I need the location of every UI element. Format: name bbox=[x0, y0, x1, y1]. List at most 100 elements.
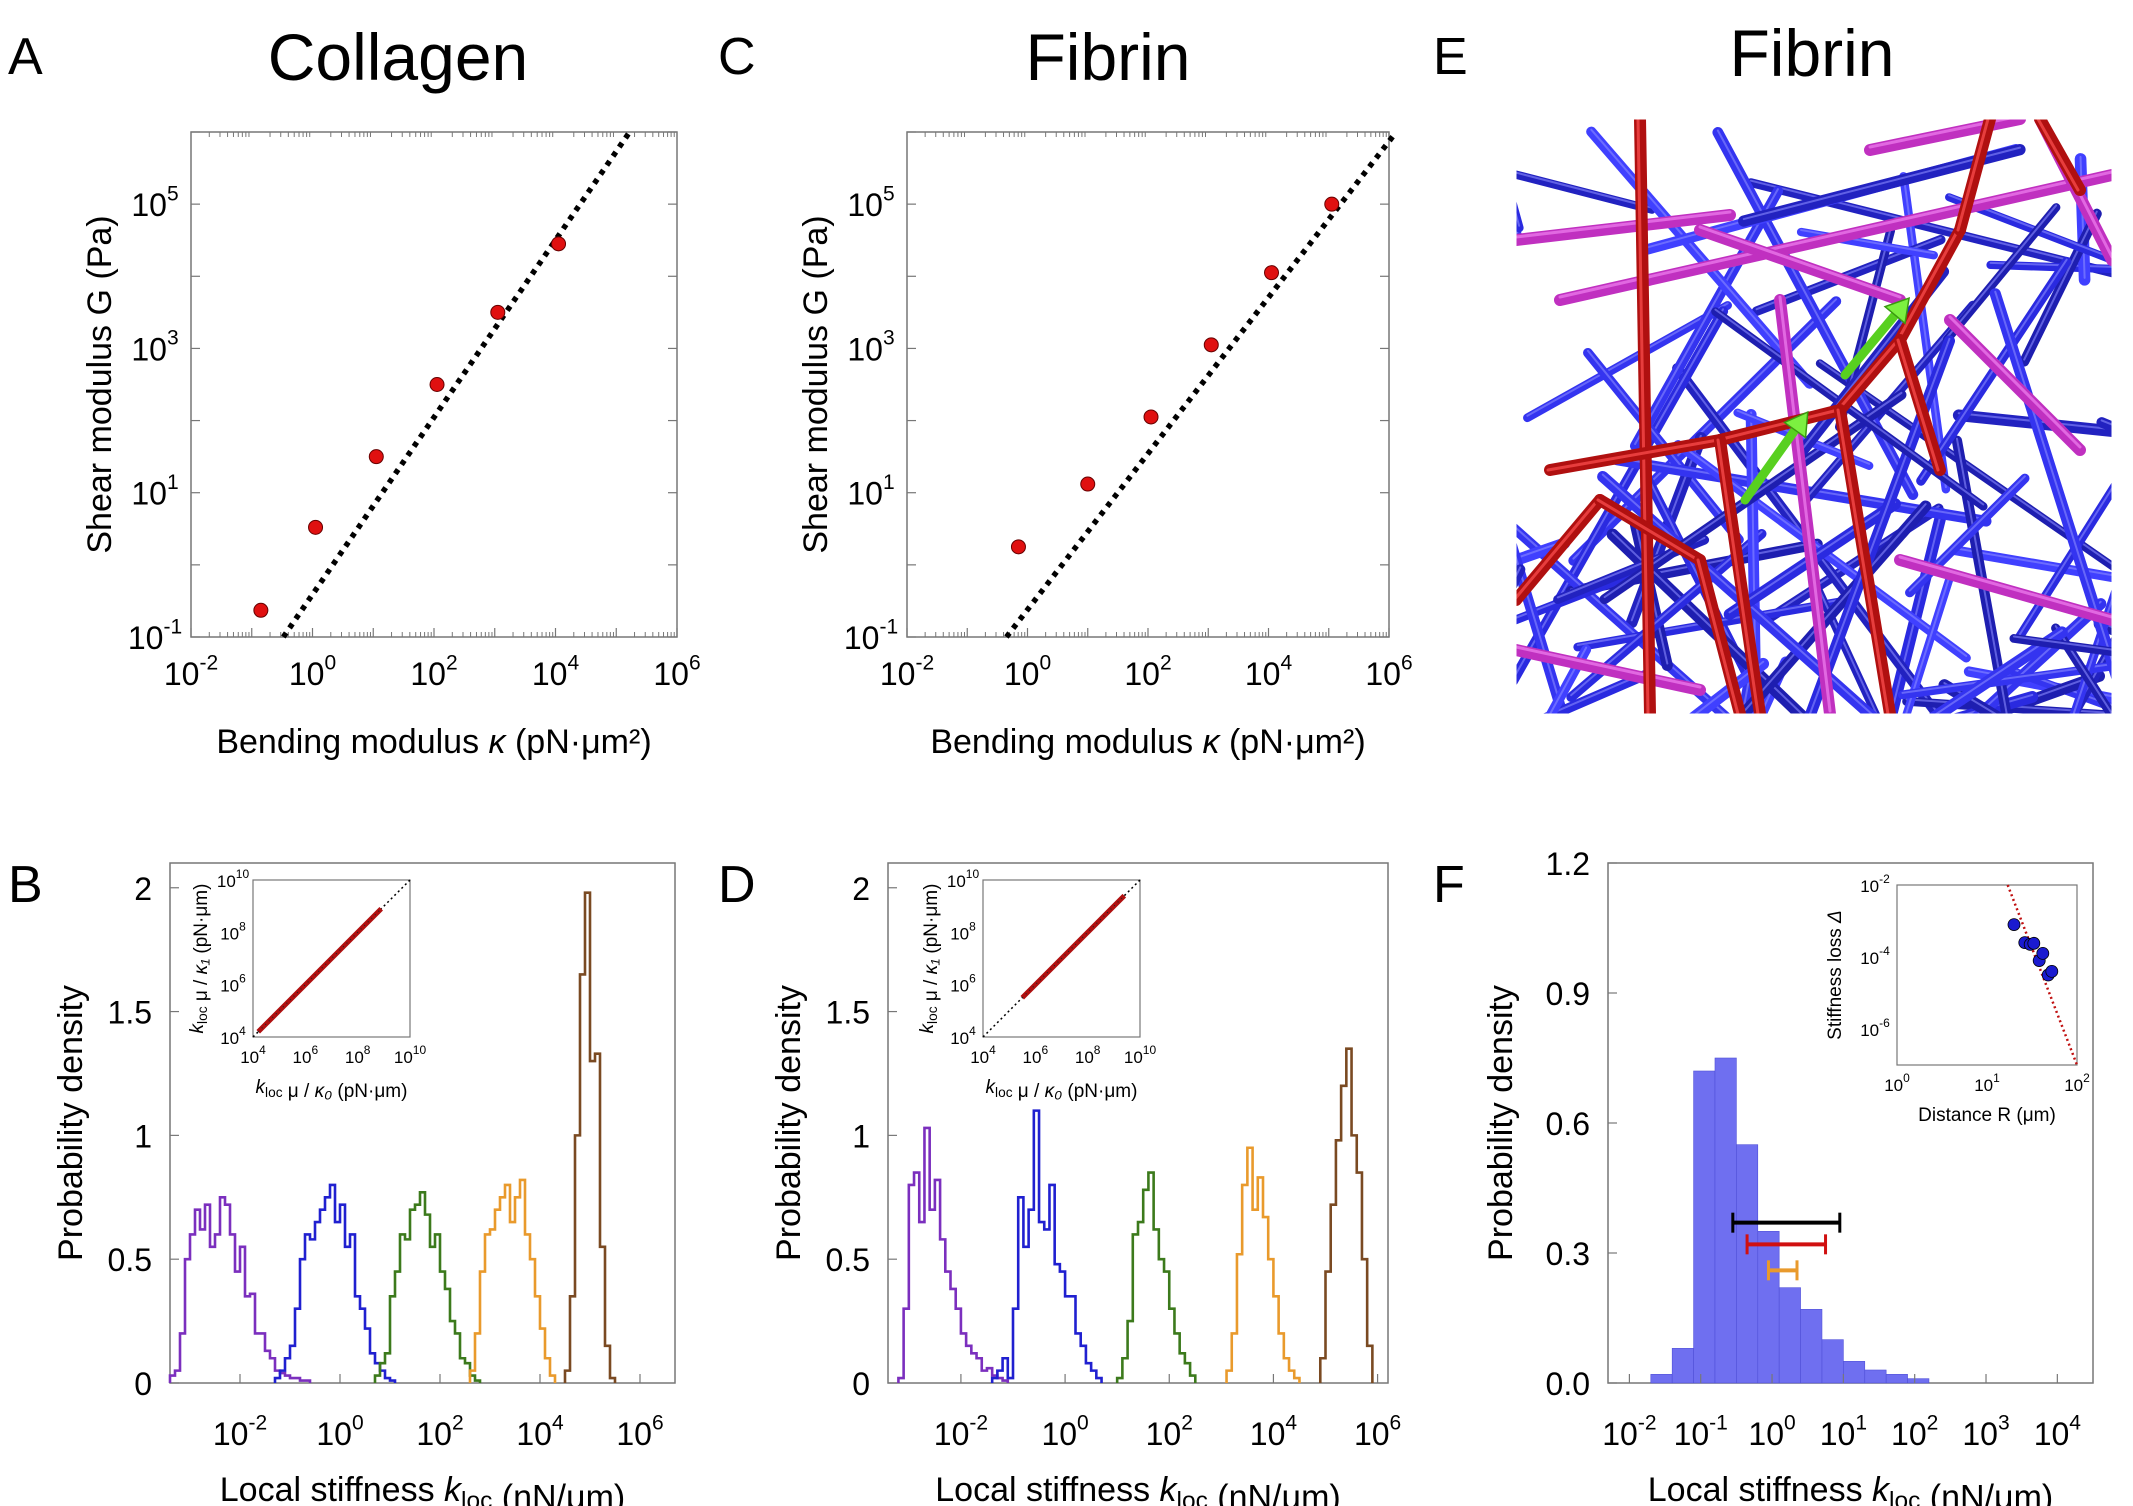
inset-x-tick: 108 bbox=[345, 1043, 371, 1067]
inset-points bbox=[256, 907, 383, 1034]
y-tick-label: 101 bbox=[131, 471, 178, 512]
force-arrow bbox=[1840, 310, 1900, 380]
y-axis-label: Shear modulus G (Pa) bbox=[797, 215, 835, 553]
panel-label-f: F bbox=[1433, 856, 1465, 914]
data-point bbox=[1264, 265, 1280, 281]
inset-data-point bbox=[2036, 947, 2050, 960]
y-tick-label: 105 bbox=[131, 182, 178, 223]
panel-label-a: A bbox=[8, 28, 43, 86]
x-tick-label: 104 bbox=[1250, 1411, 1298, 1452]
fiber bbox=[1938, 679, 2004, 714]
fiber bbox=[1827, 724, 1975, 841]
data-point bbox=[429, 377, 445, 392]
y-tick-label: 103 bbox=[131, 327, 178, 368]
force-arrow-head bbox=[1782, 410, 1809, 439]
title-fibrin-c: Fibrin bbox=[1025, 20, 1190, 94]
title-fibrin-e: Fibrin bbox=[1729, 16, 1894, 90]
histogram-bar bbox=[1843, 1361, 1866, 1384]
fiber bbox=[1597, 470, 1879, 714]
fiber bbox=[1599, 389, 1907, 605]
fiber-magenta bbox=[1864, 119, 2026, 156]
fiber bbox=[1949, 545, 2112, 583]
fiber-red bbox=[2034, 119, 2086, 196]
inset-y-tick: 108 bbox=[950, 919, 976, 943]
fiber bbox=[1801, 750, 2050, 810]
histogram-series-purple bbox=[168, 1195, 312, 1383]
x-tick-label: 104 bbox=[532, 651, 580, 692]
plot-frame bbox=[169, 862, 676, 1384]
fiber bbox=[2009, 667, 2112, 712]
histogram-series-orange bbox=[468, 1178, 557, 1383]
y-tick-label: 10-1 bbox=[128, 615, 182, 656]
x-axis-label: Bending modulus κ (pN·μm²) bbox=[930, 723, 1365, 761]
fiber bbox=[1516, 537, 1571, 567]
x-axis-label: Local stiffness kloc (nN/μm) bbox=[935, 1471, 1340, 1506]
y-tick-label: 1.5 bbox=[826, 995, 870, 1031]
histogram-bar bbox=[1821, 1339, 1844, 1384]
x-tick-label: 106 bbox=[616, 1411, 663, 1452]
fiber bbox=[1815, 359, 2112, 571]
fiber bbox=[1358, 744, 1687, 750]
histogram-bar bbox=[1885, 1374, 1908, 1384]
inset-x-tick: 104 bbox=[240, 1043, 266, 1067]
y-axis-label: Probability density bbox=[52, 985, 90, 1261]
inset-y-tick: 1010 bbox=[947, 867, 980, 891]
inset-x-label: Distance R (μm) bbox=[1918, 1105, 2056, 1126]
y-tick-label: 103 bbox=[847, 327, 894, 368]
histogram-bar bbox=[1736, 1144, 1759, 1384]
inset-y-tick: 106 bbox=[950, 972, 976, 996]
data-point bbox=[1324, 196, 1340, 212]
histogram-series-blue bbox=[990, 1109, 1103, 1383]
x-tick-label: 106 bbox=[653, 651, 700, 692]
histogram-series-green bbox=[1115, 1171, 1197, 1383]
fiber bbox=[1157, 80, 1511, 281]
x-tick-label: 100 bbox=[1004, 651, 1051, 692]
data-point bbox=[1203, 337, 1219, 353]
fiber bbox=[2051, 623, 2112, 714]
plot-frame bbox=[906, 131, 1390, 638]
histogram-bar bbox=[1864, 1369, 1887, 1384]
y-tick-label: 0.9 bbox=[1546, 976, 1590, 1012]
fiber bbox=[1586, 126, 1815, 389]
inset-x-tick: 100 bbox=[1884, 1071, 1910, 1095]
fiber-magenta bbox=[1894, 554, 2112, 626]
data-point bbox=[490, 304, 506, 320]
y-tick-label: 2 bbox=[852, 871, 870, 907]
fiber-red bbox=[1894, 334, 1946, 476]
force-arrow bbox=[1740, 425, 1800, 505]
x-tick-label: 102 bbox=[416, 1411, 463, 1452]
y-tick-label: 0 bbox=[134, 1366, 152, 1402]
panel-label-b: B bbox=[8, 856, 43, 914]
histogram-series-brown bbox=[1318, 1047, 1374, 1383]
x-tick-label: 100 bbox=[316, 1411, 363, 1452]
fiber bbox=[1688, 657, 1770, 714]
fiber bbox=[1928, 626, 2068, 714]
inset-x-tick: 102 bbox=[2064, 1071, 2090, 1095]
fiber-red bbox=[1694, 554, 1746, 714]
data-point bbox=[551, 236, 567, 252]
fiber-red bbox=[1834, 334, 1906, 416]
y-tick-label: 0.5 bbox=[108, 1242, 152, 1278]
inset-y-tick: 108 bbox=[220, 919, 246, 943]
y-axis-label: Probability density bbox=[770, 985, 808, 1261]
fiber-magenta bbox=[1694, 224, 1906, 306]
force-arrow-head bbox=[1883, 296, 1911, 325]
inset-y-label: kloc μ / κ₁ (pN·μm) bbox=[917, 884, 942, 1034]
fiber bbox=[1542, 669, 1653, 714]
histogram-series-brown bbox=[563, 891, 617, 1383]
x-tick-label: 100 bbox=[289, 651, 336, 692]
panel-label-c: C bbox=[718, 28, 756, 86]
y-tick-label: 101 bbox=[847, 471, 894, 512]
chart-a-shear-vs-bending-collagen: 10-2 100 102 104 106 10-1 101 103 105 Bending mod… bbox=[81, 130, 701, 761]
histogram-bar bbox=[1693, 1070, 1716, 1384]
fiber-red bbox=[1894, 224, 1966, 346]
fiber-magenta bbox=[1944, 314, 2086, 456]
inset-x-label: kloc μ / κ₀ (pN·μm) bbox=[986, 1077, 1138, 1102]
fiber-magenta bbox=[1516, 644, 1706, 696]
histogram-series-orange bbox=[1225, 1146, 1301, 1383]
inset-y-label: Stiffness loss Δ bbox=[1825, 910, 1846, 1040]
inset-data-point bbox=[2007, 918, 2021, 931]
x-tick-label: 10-1 bbox=[1674, 1411, 1728, 1452]
chart-b-stiffness-histogram-collagen: 10-2 100 102 104 106 0 0.5 1 1.5 2 Local stiffness… bbox=[52, 862, 676, 1506]
fiber bbox=[1516, 564, 1526, 590]
